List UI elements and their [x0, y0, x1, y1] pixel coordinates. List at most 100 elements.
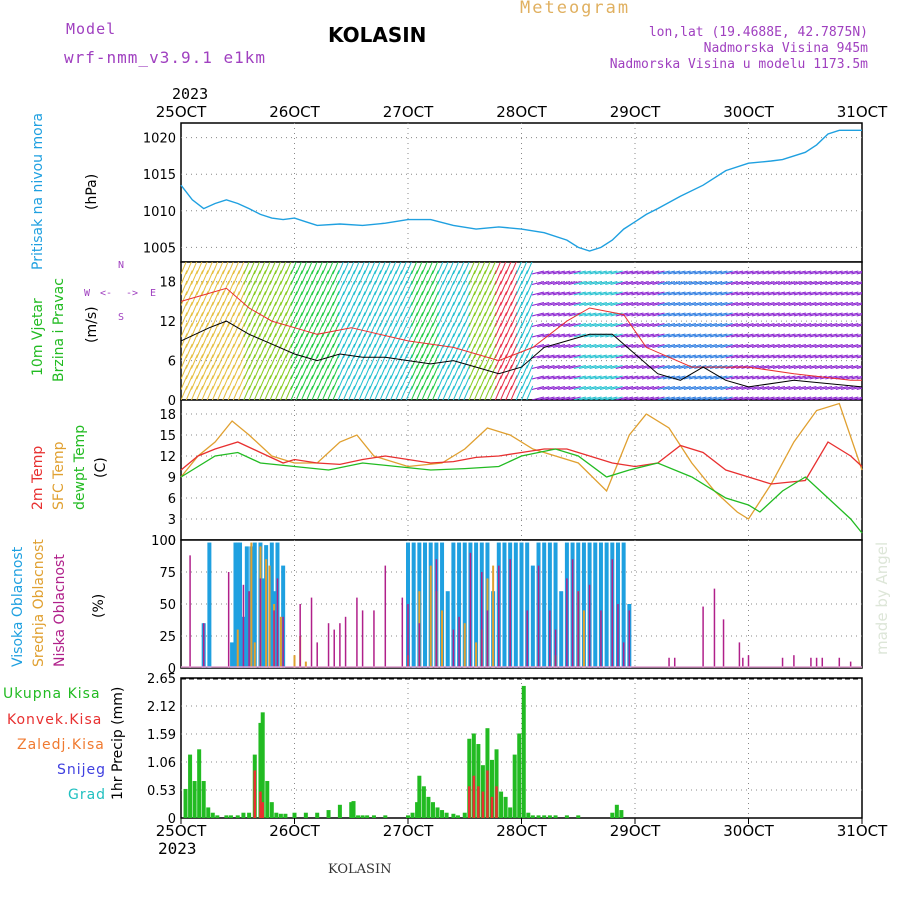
wind-barb: [222, 333, 230, 348]
wind-barb: [683, 396, 697, 400]
wind-barb: [316, 375, 324, 390]
wind-barb: [185, 385, 193, 400]
wind-barb: [374, 270, 382, 285]
wind-barb: [253, 333, 261, 348]
low-cloud-bar: [189, 555, 191, 668]
wind-barb: [689, 396, 702, 400]
wind-barb: [243, 333, 251, 348]
wind-barb: [662, 312, 676, 317]
wind-barb: [547, 354, 560, 359]
wind-barb: [683, 375, 697, 380]
wind-barb: [699, 302, 712, 306]
wind-barb: [259, 385, 267, 400]
wind-barb: [610, 302, 623, 306]
wind-barb: [521, 270, 528, 285]
wind-barb: [274, 354, 282, 369]
wind-barb: [762, 302, 775, 306]
wind-barb: [521, 280, 528, 296]
wind-barb: [181, 262, 187, 275]
wind-barb: [531, 333, 545, 338]
wind-barb: [181, 385, 188, 400]
xtick-label-bottom: 26OCT: [269, 822, 320, 840]
wind-barb: [264, 385, 272, 400]
wind-barb: [741, 344, 754, 348]
mid-cloud-bar: [250, 542, 253, 668]
wind-barb: [185, 262, 192, 275]
wind-barb: [626, 344, 639, 348]
wind-barb: [799, 365, 812, 369]
wind-barb: [678, 386, 691, 390]
wind-barb: [327, 280, 335, 296]
wind-barb: [573, 344, 587, 348]
wind-barb: [589, 354, 602, 359]
wind-barb: [762, 281, 775, 285]
wind-barb: [814, 291, 827, 296]
wind-barb: [238, 312, 246, 327]
high-cloud-bar: [252, 542, 257, 668]
wind-barb: [447, 343, 455, 359]
low-cloud-bar: [418, 623, 421, 668]
wind-barb: [259, 301, 267, 317]
wind-barb: [280, 354, 287, 369]
wind-barb: [374, 322, 382, 338]
wind-barb: [358, 280, 366, 296]
wind-barb: [558, 302, 571, 306]
wind-barb: [405, 385, 413, 400]
wind-barb: [353, 385, 361, 400]
wind-barb: [788, 386, 801, 390]
wind-barb: [856, 377, 862, 380]
wind-barb: [804, 344, 817, 348]
ytick-label-pressure: 1015: [143, 168, 176, 183]
xtick-label-top: 25OCT: [156, 103, 207, 121]
wind-barb: [641, 333, 655, 338]
wind-barb: [269, 262, 276, 275]
wind-barb: [579, 312, 592, 317]
wind-barb: [558, 396, 571, 400]
wind-barb: [489, 301, 497, 317]
wind-barb: [421, 375, 429, 390]
wind-barb: [746, 333, 759, 338]
wind-barb: [579, 302, 592, 306]
wind-barb: [452, 375, 460, 390]
conv-precip-bar: [259, 791, 262, 818]
xtick-label-top: 26OCT: [269, 103, 320, 121]
high-cloud-bar: [260, 578, 265, 668]
wind-barb: [211, 270, 219, 285]
wind-barb: [772, 291, 786, 296]
wind-barb: [264, 291, 272, 306]
ytick-label-temperature: 15: [159, 429, 176, 444]
wind-barb: [531, 386, 545, 390]
wind-barb: [741, 333, 754, 338]
wind-barb: [856, 272, 862, 275]
wind-barb: [416, 385, 424, 400]
wind-barb: [751, 354, 765, 359]
wind-barb: [788, 323, 801, 327]
xtick-label-bottom: 28OCT: [496, 822, 547, 840]
wind-barb: [778, 333, 791, 338]
wind-barb: [799, 302, 812, 306]
wind-barb: [437, 280, 445, 296]
wind-barb: [337, 343, 345, 359]
wind-barb: [793, 386, 807, 390]
wind-barb: [384, 270, 392, 285]
wind-barb: [181, 291, 188, 306]
wind-barb: [217, 291, 225, 306]
wind-barb: [809, 354, 822, 359]
wind-barb: [537, 281, 550, 285]
wind-barb: [484, 322, 492, 338]
wind-barb: [830, 333, 843, 338]
low-cloud-bar: [622, 642, 625, 668]
wind-barb: [342, 333, 350, 348]
wind-barb: [452, 343, 460, 359]
wind-barb: [783, 323, 796, 327]
wind-barb: [542, 375, 555, 380]
wind-barb: [521, 375, 528, 390]
wind-barb: [181, 364, 188, 380]
wind-barb: [830, 302, 843, 306]
wind-barb: [547, 396, 560, 400]
wind-barb: [552, 344, 566, 348]
xtick-label-bottom: 31OCT: [837, 822, 888, 840]
wind-barb: [316, 322, 324, 338]
wind-barb: [421, 262, 428, 275]
wind-barb: [835, 354, 848, 359]
